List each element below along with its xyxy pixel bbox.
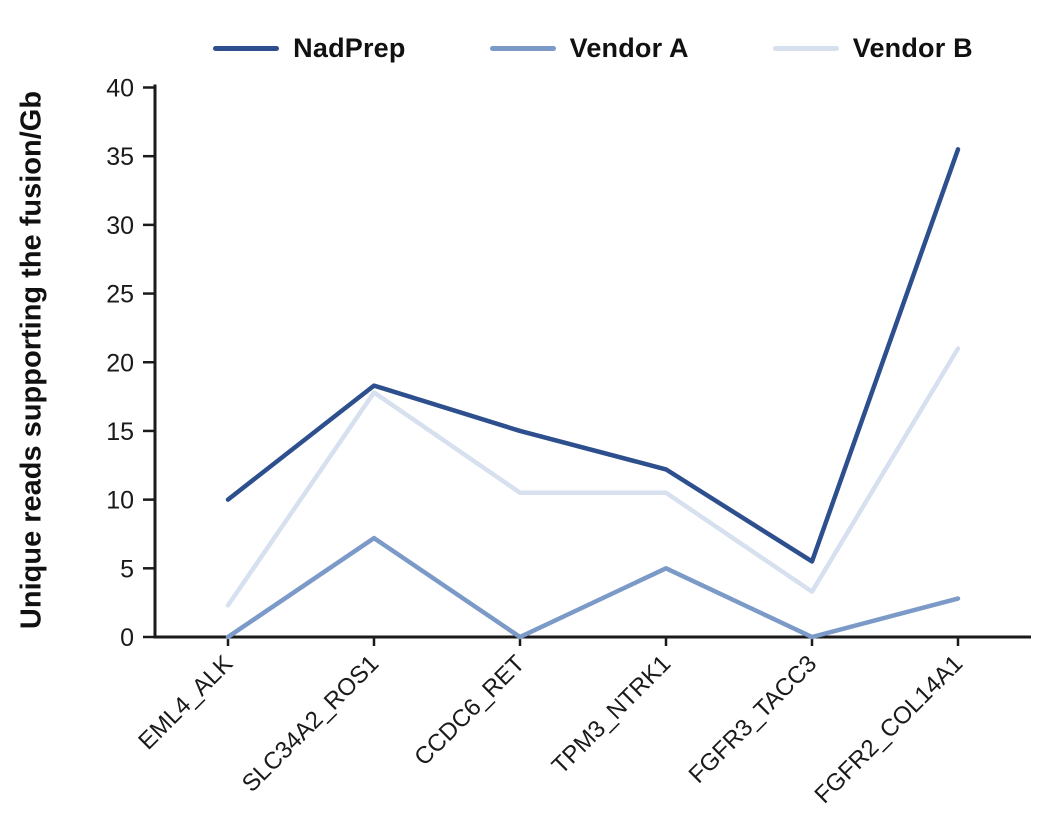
y-tick-label: 10 bbox=[106, 487, 134, 515]
legend-label-vendor-a: Vendor A bbox=[569, 32, 689, 63]
nadprep-line-swatch bbox=[213, 45, 280, 51]
legend-item-nadprep: NadPrep bbox=[213, 33, 405, 64]
y-tick-label: 35 bbox=[106, 143, 134, 171]
x-tick-label: TPM3_NTRK1 bbox=[547, 650, 676, 779]
legend-label-vendor-b: Vendor B bbox=[852, 32, 973, 63]
y-tick-label: 5 bbox=[120, 555, 134, 583]
x-tick-label: SLC34A2_ROS1 bbox=[237, 650, 384, 797]
series-line-vendor-a bbox=[225, 535, 961, 640]
x-tick-label: FGFR3_TACC3 bbox=[684, 650, 823, 789]
y-tick-label: 25 bbox=[106, 281, 134, 309]
x-tick-label: FGFR2_COL14A1 bbox=[810, 650, 969, 809]
vendor-a-line-swatch bbox=[489, 45, 556, 51]
axis-lines bbox=[153, 84, 1031, 639]
y-tick-label: 0 bbox=[120, 624, 134, 652]
y-tick-label: 15 bbox=[106, 418, 134, 446]
x-tick-label: CCDC6_RET bbox=[409, 650, 530, 771]
series-line-nadprep bbox=[225, 147, 961, 564]
y-tick-label: 40 bbox=[106, 75, 134, 103]
legend-item-vendor-b: Vendor B bbox=[772, 32, 973, 64]
chart-legend: NadPrep Vendor A Vendor B bbox=[155, 28, 1031, 68]
vendor-b-line-swatch bbox=[772, 45, 839, 51]
y-tick-label: 30 bbox=[106, 212, 134, 240]
y-tick-label: 20 bbox=[106, 349, 134, 377]
legend-label-nadprep: NadPrep bbox=[293, 32, 406, 63]
x-tick-label: EML4_ALK bbox=[133, 650, 238, 755]
series-line-vendor-b bbox=[225, 346, 961, 608]
legend-item-vendor-a: Vendor A bbox=[489, 32, 689, 64]
